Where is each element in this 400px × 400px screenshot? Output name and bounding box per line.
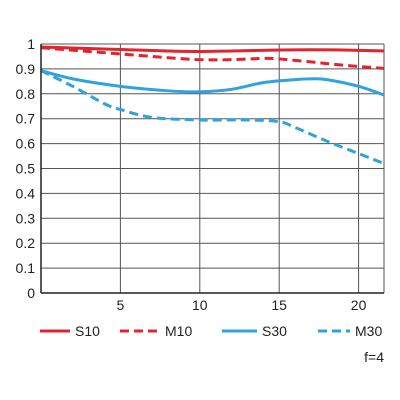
legend-label-s30: S30: [262, 323, 287, 339]
y-tick-label: 0.3: [16, 210, 36, 226]
x-tick-label: 5: [116, 297, 124, 313]
aperture-note: f=4: [364, 349, 384, 365]
y-tick-label: 0: [27, 285, 35, 301]
legend-label-m10: M10: [165, 323, 192, 339]
axis-layer: 00.10.20.30.40.50.60.70.80.915 10 15 20: [16, 36, 384, 313]
x-tick-label: 15: [271, 297, 287, 313]
series-layer: [40, 45, 385, 165]
y-tick-label: 0.1: [16, 260, 36, 276]
x-tick-label: 20: [351, 297, 367, 313]
series-line-s10: [40, 45, 385, 53]
legend-label-m30: M30: [355, 323, 382, 339]
y-tick-label: 0.6: [16, 136, 36, 152]
y-tick-label: 0.8: [16, 86, 36, 102]
series-line-m30: [40, 69, 385, 165]
legend-label-s10: S10: [75, 323, 100, 339]
series-line-s30: [40, 69, 385, 97]
legend: S10 M10 S30 M30: [40, 323, 382, 339]
y-tick-label: 0.2: [16, 235, 36, 251]
y-tick-label: 0.7: [16, 111, 36, 127]
y-tick-label: 0.4: [16, 185, 36, 201]
x-tick-label: 10: [192, 297, 208, 313]
y-tick-label: 1: [27, 36, 35, 52]
y-tick-label: 0.5: [16, 161, 36, 177]
y-tick-label: 0.9: [16, 61, 36, 77]
